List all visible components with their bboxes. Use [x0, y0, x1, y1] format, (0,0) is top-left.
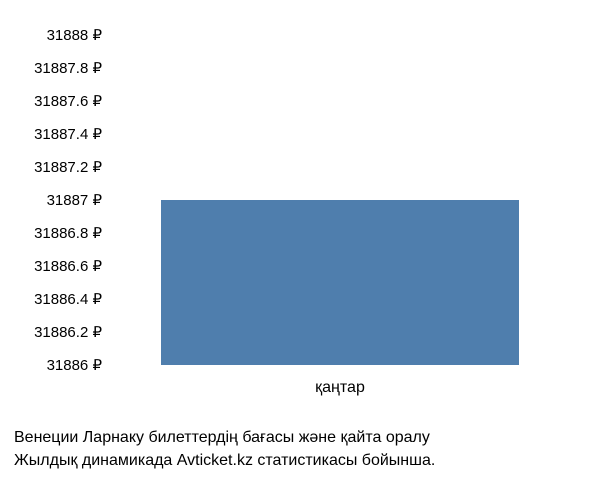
caption-line-2: Жылдық динамикада Avticket.kz статистика… — [14, 449, 435, 472]
x-tick-label: қаңтар — [315, 379, 365, 397]
chart-caption: Венеции Ларнаку билеттердің бағасы және … — [14, 426, 435, 472]
plot-area: қаңтар — [110, 20, 570, 380]
y-tick-label: 31887.4 ₽ — [34, 125, 102, 143]
y-tick-label: 31888 ₽ — [47, 26, 102, 44]
caption-line-1: Венеции Ларнаку билеттердің бағасы және … — [14, 426, 435, 449]
y-tick-label: 31887.8 ₽ — [34, 59, 102, 77]
price-chart: 31886 ₽ 31886.2 ₽ 31886.4 ₽ 31886.6 ₽ 31886.… — [0, 20, 600, 380]
bar — [161, 200, 520, 365]
y-tick-label: 31886.4 ₽ — [34, 290, 102, 308]
y-axis: 31886 ₽ 31886.2 ₽ 31886.4 ₽ 31886.6 ₽ 31886.… — [0, 20, 110, 380]
y-tick-label: 31887.2 ₽ — [34, 158, 102, 176]
y-tick-label: 31886.2 ₽ — [34, 323, 102, 341]
y-tick-label: 31886.6 ₽ — [34, 257, 102, 275]
y-tick-label: 31886 ₽ — [47, 356, 102, 374]
y-tick-label: 31887 ₽ — [47, 191, 102, 209]
y-tick-label: 31886.8 ₽ — [34, 224, 102, 242]
y-tick-label: 31887.6 ₽ — [34, 92, 102, 110]
